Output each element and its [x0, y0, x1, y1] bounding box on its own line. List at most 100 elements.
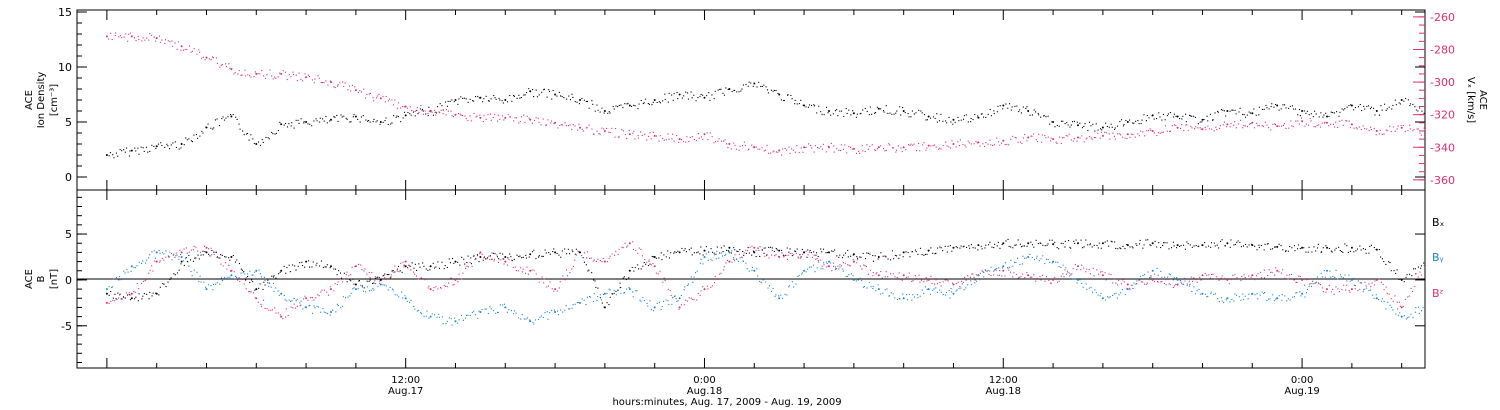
bz-dot — [911, 280, 913, 282]
vx-dot — [1342, 124, 1344, 126]
bz-dot — [329, 286, 331, 288]
bz-dot — [489, 259, 491, 261]
density-dot — [213, 127, 215, 129]
vx-dot — [748, 148, 750, 150]
vx-dot — [766, 144, 768, 146]
bz-dot — [213, 253, 215, 255]
bx-dot — [810, 252, 812, 254]
bz-dot — [898, 272, 900, 274]
bz-dot — [1234, 274, 1236, 276]
density-dot — [1058, 125, 1060, 127]
bz-dot — [1270, 271, 1272, 273]
bx-dot — [444, 265, 446, 267]
density-dot — [428, 106, 430, 108]
vx-dot — [789, 152, 791, 154]
by-point — [653, 306, 656, 309]
density-dot — [1185, 113, 1187, 115]
bx-dot — [1082, 247, 1084, 249]
bx-dot — [611, 293, 613, 295]
density-dot — [390, 123, 392, 125]
by-dot — [672, 297, 674, 299]
bz-dot — [321, 289, 323, 291]
vx-dot — [867, 148, 869, 150]
bz-dot — [950, 288, 952, 290]
bz-dot — [852, 259, 854, 261]
density-dot — [668, 92, 670, 94]
density-dot — [736, 91, 738, 93]
by-dot — [774, 295, 776, 297]
bx-dot — [1031, 244, 1033, 246]
vx-dot — [428, 110, 430, 112]
bx-dot — [1131, 246, 1133, 248]
bz-dot — [572, 265, 574, 267]
by-dot — [451, 324, 453, 326]
vx-dot — [114, 34, 116, 36]
vx-point — [1126, 133, 1129, 136]
bx-point — [155, 292, 158, 295]
bx-dot — [448, 258, 450, 260]
density-dot — [340, 114, 342, 116]
density-dot — [1265, 104, 1267, 106]
bz-dot — [261, 305, 263, 307]
vx-dot — [1067, 135, 1069, 137]
density-dot — [513, 95, 515, 97]
by-dot — [1370, 289, 1372, 291]
by-dot — [227, 276, 229, 278]
density-dot — [449, 100, 451, 102]
density-dot — [1391, 108, 1393, 110]
bz-dot — [440, 286, 442, 288]
bottom-ylabel-line-3: [nT] — [49, 269, 60, 289]
bx-point — [330, 265, 332, 268]
bz-dot — [1228, 283, 1230, 285]
vx-dot — [144, 39, 146, 41]
density-dot — [473, 100, 475, 102]
by-dot — [478, 310, 480, 312]
bx-dot — [1135, 243, 1137, 245]
density-dot — [586, 100, 588, 102]
by-dot — [795, 283, 797, 285]
vx-dot — [591, 128, 593, 130]
by-dot — [976, 280, 978, 282]
bx-dot — [114, 293, 116, 295]
bx-dot — [747, 247, 749, 249]
density-dot — [965, 114, 967, 116]
bz-dot — [350, 274, 352, 276]
by-dot — [1186, 283, 1188, 285]
by-dot — [842, 270, 844, 272]
bx-dot — [186, 261, 188, 263]
vx-dot — [211, 56, 213, 58]
by-dot — [1403, 315, 1405, 317]
by-dot — [1229, 301, 1231, 303]
bx-dot — [658, 257, 660, 259]
vx-dot — [759, 148, 761, 150]
bz-dot — [601, 261, 603, 263]
density-dot — [823, 114, 825, 116]
vx-dot — [1061, 137, 1063, 139]
by-dot — [108, 286, 110, 288]
bx-dot — [1142, 247, 1144, 249]
density-dot — [1064, 123, 1066, 125]
density-dot — [932, 116, 934, 118]
vx-dot — [1370, 129, 1372, 131]
bx-dot — [789, 248, 791, 250]
bx-dot — [339, 272, 341, 274]
by-dot — [503, 303, 505, 305]
by-dot — [984, 269, 986, 271]
by-point — [1052, 260, 1055, 263]
density-dot — [1364, 108, 1366, 110]
by-dot — [458, 319, 460, 321]
vx-dot — [110, 32, 112, 34]
vx-dot — [572, 124, 574, 126]
density-dot — [225, 117, 227, 119]
density-dot — [119, 149, 121, 151]
by-dot — [546, 311, 548, 313]
density-point — [579, 99, 581, 101]
density-dot — [980, 113, 982, 115]
bz-dot — [553, 290, 555, 292]
vx-dot — [1035, 139, 1037, 141]
by-dot — [332, 309, 334, 311]
top-ylabel-line-2: Ion Density — [36, 72, 47, 129]
density-dot — [523, 94, 525, 96]
density-dot — [1380, 105, 1382, 107]
vx-dot — [588, 124, 590, 126]
